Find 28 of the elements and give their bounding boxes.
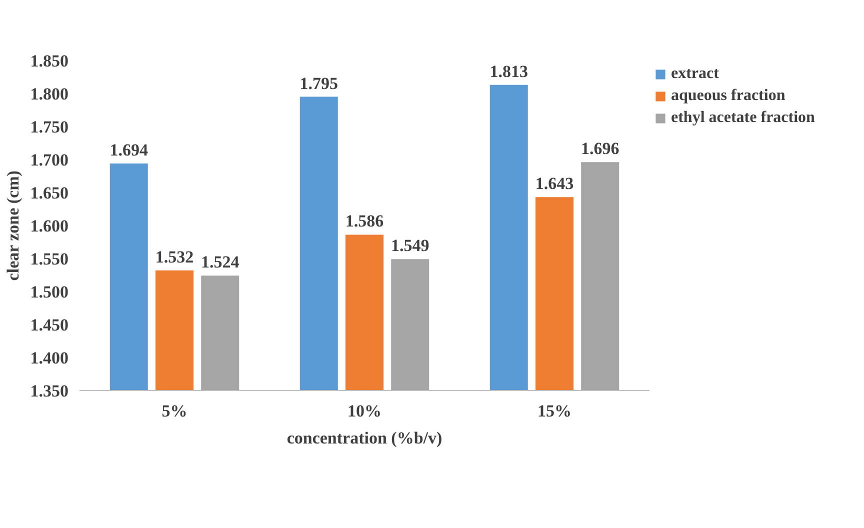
y-tick-label: 1.800: [30, 84, 68, 104]
y-tick-label: 1.700: [30, 150, 68, 170]
x-tick-label: 5%: [162, 402, 188, 420]
y-tick-label: 1.450: [30, 316, 68, 334]
data-label: 1.694: [110, 140, 149, 160]
y-tick-label: 1.400: [30, 348, 68, 368]
data-label: 1.696: [580, 139, 620, 158]
y-tick-label: 1.350: [30, 382, 68, 400]
legend-label: aqueous fraction: [671, 87, 786, 105]
x-tick-label: 15%: [538, 402, 572, 420]
data-label: 1.813: [490, 62, 528, 81]
y-axis-title: clear zone (cm): [3, 170, 22, 281]
legend-label: ethyl acetate fraction: [671, 109, 815, 127]
data-label: 1.643: [535, 174, 574, 194]
data-label: 1.549: [390, 236, 430, 256]
data-label: 1.586: [345, 212, 384, 231]
y-tick-label: 1.650: [30, 184, 68, 202]
y-tick-label: 1.550: [30, 250, 68, 268]
data-label: 1.795: [300, 74, 338, 93]
y-tick-label: 1.500: [30, 282, 68, 302]
y-tick-label: 1.850: [30, 52, 68, 70]
y-tick-label: 1.750: [30, 118, 68, 136]
data-label: 1.532: [155, 247, 194, 266]
x-tick-label: 10%: [348, 402, 382, 420]
legend-label: extract: [671, 65, 719, 83]
y-tick-label: 1.600: [30, 216, 68, 236]
x-axis-title: concentration (%b/v): [286, 428, 442, 448]
data-label: 1.524: [200, 252, 240, 272]
